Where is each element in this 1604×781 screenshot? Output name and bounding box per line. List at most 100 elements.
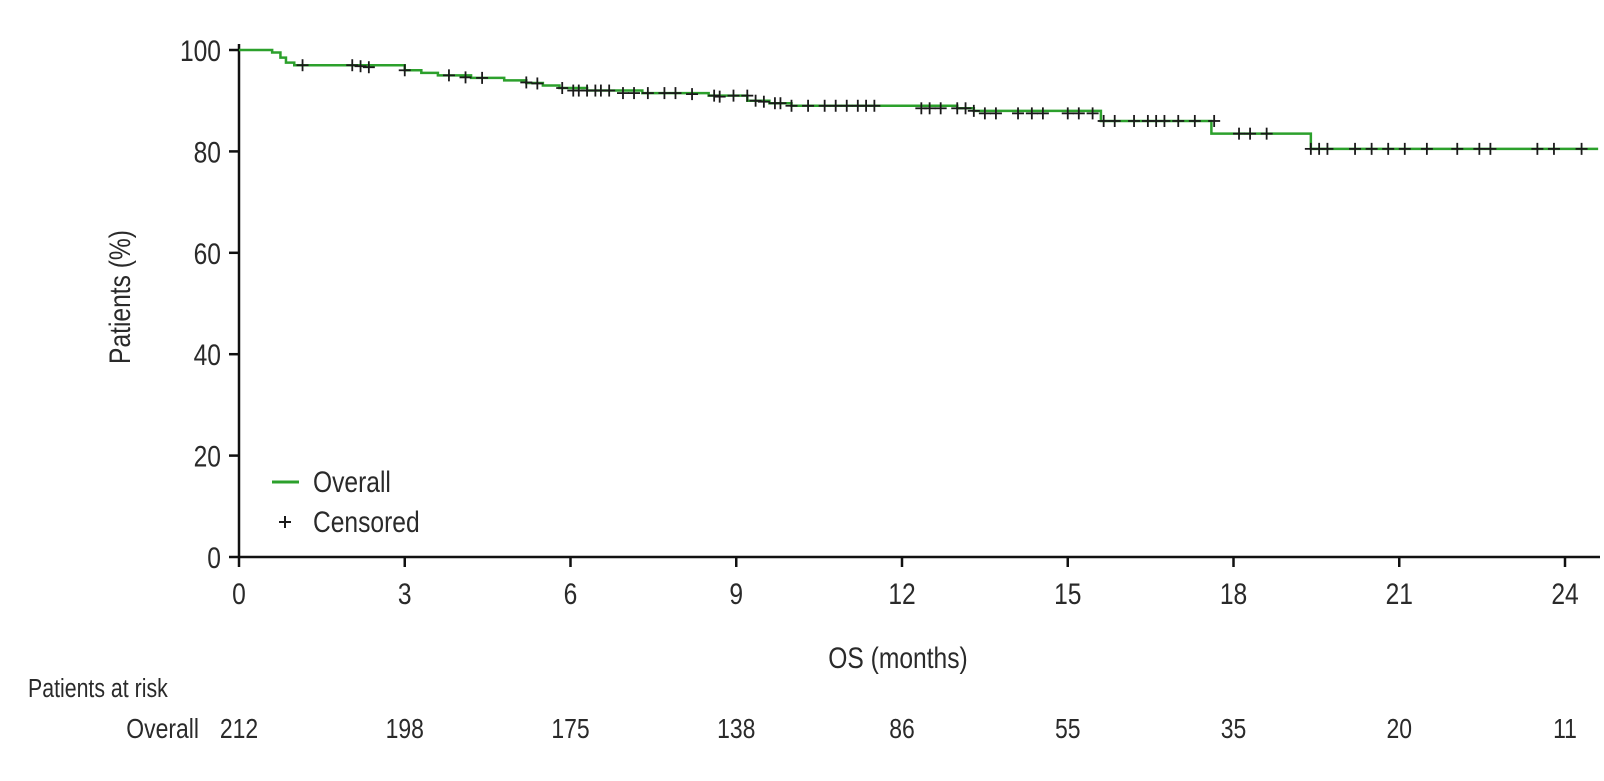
censor-mark <box>1036 107 1049 120</box>
x-tick-label: 21 <box>1386 577 1413 611</box>
x-tick-label: 6 <box>564 577 578 611</box>
survival-curve-layer <box>239 48 1599 151</box>
censor-mark <box>1260 127 1273 140</box>
censor-mark <box>556 82 569 95</box>
y-tick-label: 80 <box>194 135 221 169</box>
x-tick-label: 0 <box>232 577 246 611</box>
censor-mark <box>1172 114 1185 127</box>
censor-mark <box>829 99 842 112</box>
censor-mark <box>1365 142 1378 155</box>
censor-mark <box>362 61 375 74</box>
y-axis-title: Patients (%) <box>103 230 137 364</box>
censor-mark <box>1451 142 1464 155</box>
censor-mark <box>603 84 616 97</box>
censor-mark <box>708 89 721 102</box>
censor-mark <box>641 87 654 100</box>
risk-table-value: 175 <box>551 714 589 745</box>
risk-table-row-label: Overall <box>126 714 199 745</box>
censor-mark <box>1158 114 1171 127</box>
censor-mark <box>628 87 641 100</box>
censor-mark <box>658 87 671 100</box>
censor-mark <box>959 102 972 115</box>
x-tick-label: 24 <box>1551 577 1578 611</box>
censor-mark <box>1244 127 1257 140</box>
censor-mark <box>1575 142 1588 155</box>
risk-table-value: 138 <box>717 714 755 745</box>
censor-mark <box>520 76 533 89</box>
x-axis-title: OS (months) <box>828 641 967 675</box>
censor-mark <box>1188 114 1201 127</box>
x-tick-label: 3 <box>398 577 412 611</box>
censor-mark <box>757 95 770 108</box>
risk-table-value: 35 <box>1221 714 1247 745</box>
censor-mark <box>1473 142 1486 155</box>
y-tick-label: 20 <box>194 439 221 473</box>
x-tick-label: 12 <box>888 577 915 611</box>
censor-mark <box>840 99 853 112</box>
axes <box>237 44 1600 559</box>
censor-mark <box>934 102 947 115</box>
censor-mark <box>1398 142 1411 155</box>
risk-table-value: 198 <box>386 714 424 745</box>
censor-mark <box>1025 107 1038 120</box>
risk-table-value: 55 <box>1055 714 1081 745</box>
y-tick-label: 100 <box>180 34 221 68</box>
x-tick-label: 9 <box>729 577 743 611</box>
censor-mark <box>774 97 787 110</box>
censor-mark <box>346 59 359 72</box>
censor-mark <box>1349 142 1362 155</box>
censor-mark <box>1547 142 1560 155</box>
risk-table: Patients at risk Overall 212 198 175 138 86 5… <box>28 674 1577 745</box>
censor-mark <box>1012 107 1025 120</box>
censor-mark <box>978 107 991 120</box>
censor-mark <box>1086 107 1099 120</box>
censor-mark <box>1420 142 1433 155</box>
censor-mark <box>459 71 472 84</box>
censor-mark <box>785 99 798 112</box>
y-tick-label: 60 <box>194 236 221 270</box>
censor-mark <box>749 94 762 107</box>
censor-mark <box>531 77 544 90</box>
risk-table-values: 212 198 175 138 86 55 35 20 11 <box>220 714 1577 745</box>
censor-mark <box>476 71 489 84</box>
censor-mark <box>616 87 629 100</box>
censor-mark <box>1097 114 1110 127</box>
censor-mark <box>818 99 831 112</box>
censor-mark <box>741 89 754 102</box>
legend-censored-label: Censored <box>313 505 420 539</box>
censor-mark <box>296 59 309 72</box>
legend: Overall Censored <box>272 465 420 539</box>
risk-table-title: Patients at risk <box>28 674 168 704</box>
censor-mark <box>1072 107 1085 120</box>
censor-mark <box>1382 142 1395 155</box>
censor-mark <box>713 90 726 103</box>
y-axis-ticks: 0 20 40 60 80 100 <box>180 34 239 575</box>
survival-curve-overall <box>239 48 1599 151</box>
censor-mark <box>1208 114 1221 127</box>
legend-overall-label: Overall <box>313 465 391 499</box>
censor-mark <box>1321 142 1334 155</box>
censor-mark <box>398 64 411 77</box>
x-tick-label: 15 <box>1054 577 1081 611</box>
censor-mark <box>967 104 980 117</box>
x-tick-label: 18 <box>1220 577 1247 611</box>
risk-table-value: 86 <box>889 714 915 745</box>
risk-table-value: 20 <box>1386 714 1412 745</box>
censor-mark <box>1128 114 1141 127</box>
censor-mark <box>1061 107 1074 120</box>
censor-mark <box>1484 142 1497 155</box>
risk-table-value: 11 <box>1553 714 1577 745</box>
censor-mark <box>1531 142 1544 155</box>
legend-censored-marker <box>279 516 291 528</box>
censor-mark <box>868 99 881 112</box>
censor-mark <box>1108 114 1121 127</box>
censor-mark <box>923 102 936 115</box>
censor-mark <box>669 87 682 100</box>
y-tick-label: 40 <box>194 338 221 372</box>
censor-mark <box>442 69 455 82</box>
censor-mark <box>989 107 1002 120</box>
x-axis-ticks: 0 3 6 9 12 15 18 21 24 <box>232 557 1579 611</box>
censor-mark <box>686 88 699 101</box>
censor-mark <box>727 89 740 102</box>
